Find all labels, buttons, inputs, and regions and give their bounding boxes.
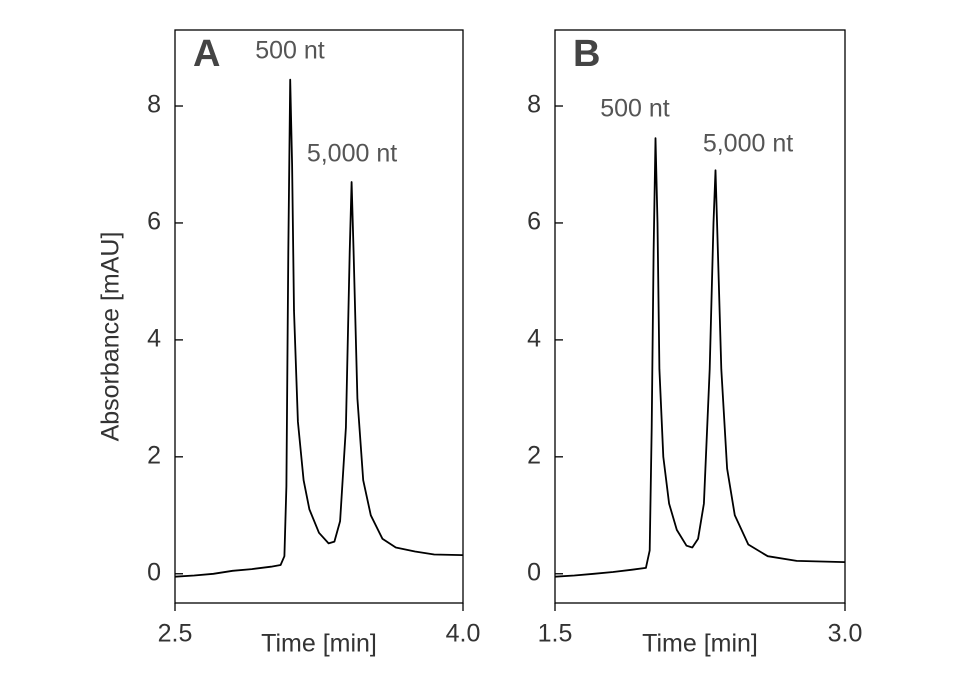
x-axis-label: Time [min] [261,630,377,658]
x-tick-label: 1.5 [538,620,573,648]
y-tick-label: 6 [527,208,541,236]
y-tick-label: 6 [147,208,161,236]
x-tick-label: 3.0 [828,620,863,648]
peak-annotation: 5,000 nt [703,130,793,158]
peak-annotation: 500 nt [255,37,325,65]
y-tick-label: 4 [147,324,161,352]
y-tick-label: 2 [527,441,541,469]
y-tick-label: 0 [527,558,541,586]
y-tick-label: 8 [527,91,541,119]
panel-label: B [573,33,600,75]
y-tick-label: 0 [147,558,161,586]
y-tick-label: 8 [147,91,161,119]
panel-label: A [193,33,220,75]
x-tick-label: 4.0 [446,620,481,648]
trace [554,137,846,578]
peak-annotation: 5,000 nt [307,140,397,168]
y-tick-label: 4 [527,324,541,352]
x-axis-label: Time [min] [642,630,758,658]
trace [174,78,464,578]
y-tick-label: 2 [147,441,161,469]
y-axis-label: Absorbance [mAU] [97,232,125,442]
peak-annotation: 500 nt [600,95,670,123]
plot-frame [174,29,464,604]
plot-frame [554,29,846,604]
x-tick-label: 2.5 [158,620,193,648]
